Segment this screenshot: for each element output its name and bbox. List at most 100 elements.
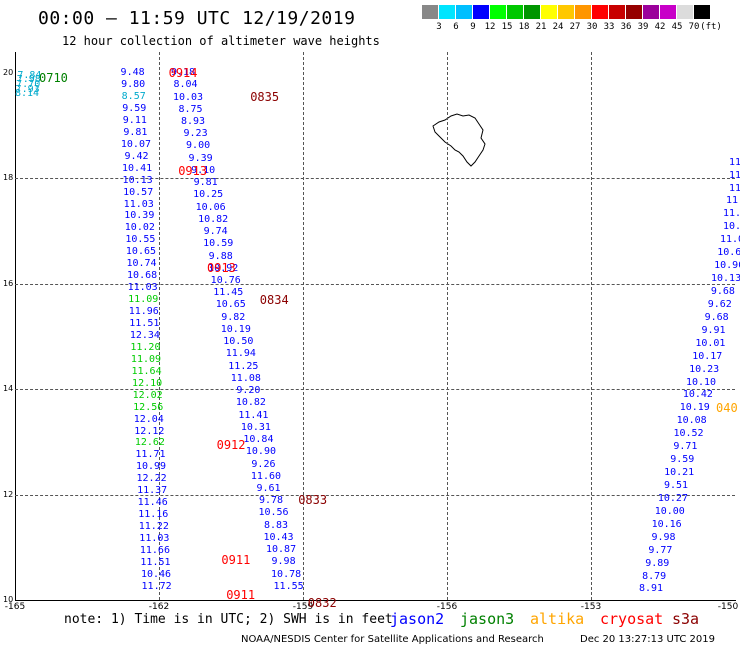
wave-height-value: 7.84: [17, 69, 42, 81]
scale-label: 15: [501, 22, 513, 32]
wave-height-value: 11.66: [139, 544, 170, 556]
wave-height-value: 10.19: [679, 402, 710, 414]
wave-height-value: 7.93: [15, 83, 40, 95]
wave-height-value: 9.51: [663, 479, 689, 491]
wave-height-value: 11.08: [230, 372, 261, 384]
longitude-label: -159: [292, 602, 314, 612]
wave-height-value: 10.57: [123, 186, 154, 198]
wave-height-value: 8.14: [14, 88, 40, 100]
wave-height-value: 10.25: [193, 189, 224, 201]
wave-height-value: 10.55: [125, 234, 156, 246]
wave-height-value: 10.82: [235, 397, 266, 409]
wave-height-value: 10.16: [651, 518, 682, 530]
latitude-label: 14: [3, 384, 14, 394]
wave-height-value: 9.71: [673, 441, 698, 453]
wave-height-value: 11.37: [137, 485, 168, 497]
latitude-label: 12: [3, 489, 14, 499]
wave-height-value: 12.12: [134, 425, 165, 437]
scale-label: 21: [535, 22, 547, 32]
wave-height-value: 10.19: [220, 323, 251, 335]
latitude-label: 16: [3, 278, 14, 288]
wave-height-value: 9.82: [221, 311, 246, 323]
wave-height-value: 10.46: [140, 568, 172, 580]
wave-height-value: 11.46: [137, 497, 168, 509]
wave-height-value: 7.98: [16, 74, 41, 86]
scale-label: 12: [484, 22, 496, 32]
wave-height-value: 9.98: [271, 556, 296, 568]
wave-height-value: 10.65: [717, 247, 740, 259]
wave-height-value: 9.78: [258, 495, 284, 507]
wave-height-value: 10.00: [654, 505, 685, 517]
wave-height-value: 9.77: [648, 544, 673, 556]
wave-height-value: 9.81: [193, 177, 218, 189]
scale-label: (ft): [700, 22, 722, 32]
wave-height-value: 9.00: [186, 140, 211, 152]
wave-height-value: 10.31: [240, 421, 271, 433]
wave-height-value: 11.94: [225, 348, 256, 360]
wave-height-value: 11.41: [238, 409, 269, 421]
wave-height-value: 9.39: [188, 152, 213, 164]
wave-height-value: 12.22: [136, 473, 167, 485]
wave-height-value: 8.91: [638, 583, 664, 595]
scale-swatch: [439, 5, 456, 19]
scale-label: 45: [671, 22, 683, 32]
wave-height-value: 9.59: [122, 102, 147, 114]
scale-swatch: [643, 5, 660, 19]
wave-height-value: 11: [728, 182, 740, 194]
pass-time-label: 0835: [250, 89, 280, 104]
wave-height-value: 11.03: [139, 533, 170, 545]
longitude-label: -162: [148, 602, 170, 612]
wave-height-value: 11: [728, 169, 740, 181]
scale-label: 39: [637, 22, 649, 32]
wave-height-value: 7.70: [16, 78, 41, 90]
latitude-label: 20: [3, 68, 14, 78]
wave-height-value: 9.42: [124, 150, 149, 162]
latitude-gridline: [15, 389, 735, 391]
wave-height-value: 10.23: [689, 363, 720, 375]
wave-height-value: 11.64: [131, 365, 162, 377]
wave-height-value: 10.01: [695, 337, 726, 349]
pass-time-label: 0834: [259, 292, 289, 307]
wave-height-value: 10.76: [210, 275, 241, 287]
scale-label: 6: [453, 22, 459, 32]
longitude-gridline: [447, 52, 448, 600]
scale-swatch: [558, 5, 575, 19]
scale-label: 42: [654, 22, 666, 32]
pass-time-label: 0832: [307, 595, 337, 610]
wave-height-value: 10.65: [125, 246, 157, 258]
wave-height-value: 11.: [725, 195, 740, 207]
wave-height-value: 10.90: [245, 446, 276, 458]
legend-jason3: jason3: [460, 610, 515, 628]
page-subtitle: 12 hour collection of altimeter wave hei…: [62, 34, 380, 48]
longitude-label: -153: [580, 602, 602, 612]
wave-height-value: 10.92: [208, 262, 239, 274]
wave-height-value: 10.74: [126, 258, 157, 270]
wave-height-value: 12.02: [132, 389, 163, 401]
scale-label: 30: [586, 22, 598, 32]
scale-label: 27: [569, 22, 581, 32]
wave-height-value: 10.13: [710, 273, 740, 285]
wave-height-value: 8.57: [121, 90, 146, 102]
wave-height-value: 9.11: [122, 114, 147, 126]
wave-height-value: 11.0: [722, 208, 740, 220]
wave-height-value: 9.48: [120, 67, 145, 79]
wave-height-value: 11.96: [128, 306, 159, 318]
wave-height-value: 10.50: [223, 336, 254, 348]
wave-height-value: 11.16: [138, 509, 169, 521]
scale-label: 36: [620, 22, 632, 32]
scale-label: 18: [518, 22, 530, 32]
wave-height-value: 11.51: [129, 317, 160, 329]
wave-height-value: 11.55: [273, 580, 304, 592]
wave-height-value: 10.21: [664, 467, 695, 479]
scale-swatch: [422, 5, 439, 19]
wave-height-value: 10.52: [673, 428, 704, 440]
map-area: [15, 52, 736, 601]
wave-height-value: 10.10: [685, 376, 717, 388]
wave-height-value: 10.65: [215, 299, 246, 311]
wave-height-value: 9.74: [203, 226, 228, 238]
wave-height-value: 11.03: [123, 198, 154, 210]
wave-height-value: 11.22: [138, 521, 169, 533]
wave-height-value: 10.27: [657, 492, 688, 504]
wave-height-value: 12.04: [133, 413, 164, 425]
pass-time-label: 0911: [221, 553, 251, 568]
